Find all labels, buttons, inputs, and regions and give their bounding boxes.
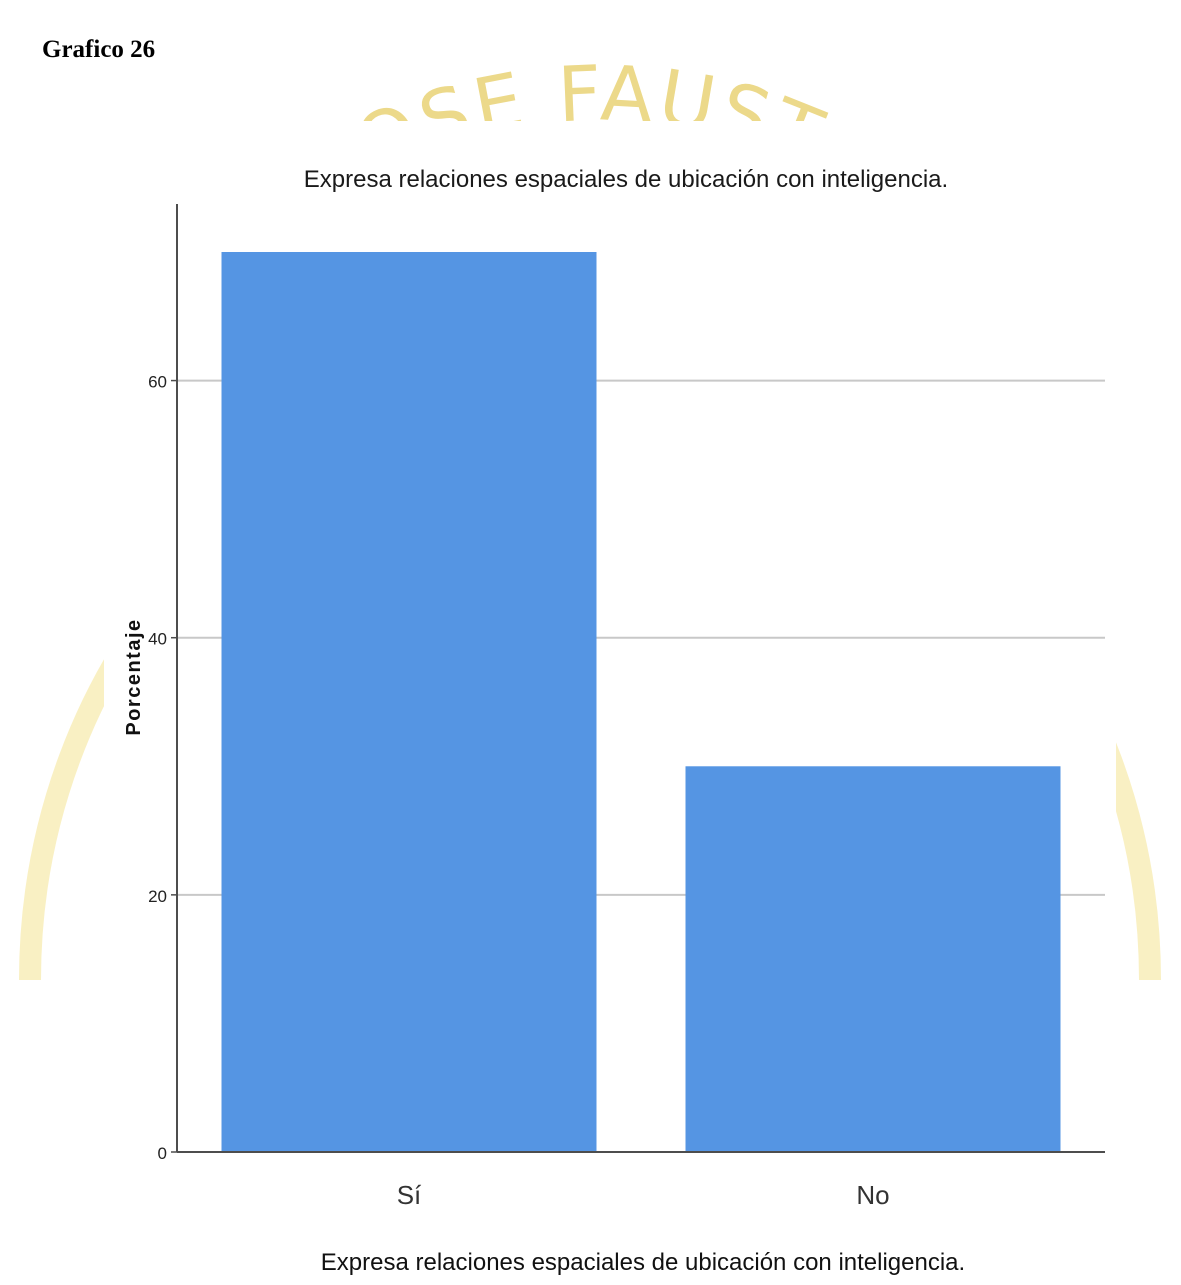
x-tick-labels: Sí No xyxy=(397,1180,890,1210)
y-tick-labels: 0 20 40 60 xyxy=(148,373,167,1163)
chart-panel: Expresa relaciones espaciales de ubicaci… xyxy=(104,121,1116,1285)
bar-chart: Expresa relaciones espaciales de ubicaci… xyxy=(104,121,1116,1285)
figure-heading: Grafico 26 xyxy=(42,36,155,64)
y-tick-label: 0 xyxy=(158,1144,167,1163)
y-tick-label: 60 xyxy=(148,373,167,392)
y-tick-label: 20 xyxy=(148,887,167,906)
x-tick-label: Sí xyxy=(397,1180,422,1210)
y-axis-label: Porcentaje xyxy=(123,618,145,735)
x-axis-label: Expresa relaciones espaciales de ubicaci… xyxy=(321,1249,965,1276)
x-tick-label: No xyxy=(856,1180,889,1210)
bar-si xyxy=(222,252,597,1152)
bar-no xyxy=(686,766,1061,1152)
chart-title: Expresa relaciones espaciales de ubicaci… xyxy=(304,166,948,193)
y-tick-label: 40 xyxy=(148,630,167,649)
bars xyxy=(222,252,1061,1152)
